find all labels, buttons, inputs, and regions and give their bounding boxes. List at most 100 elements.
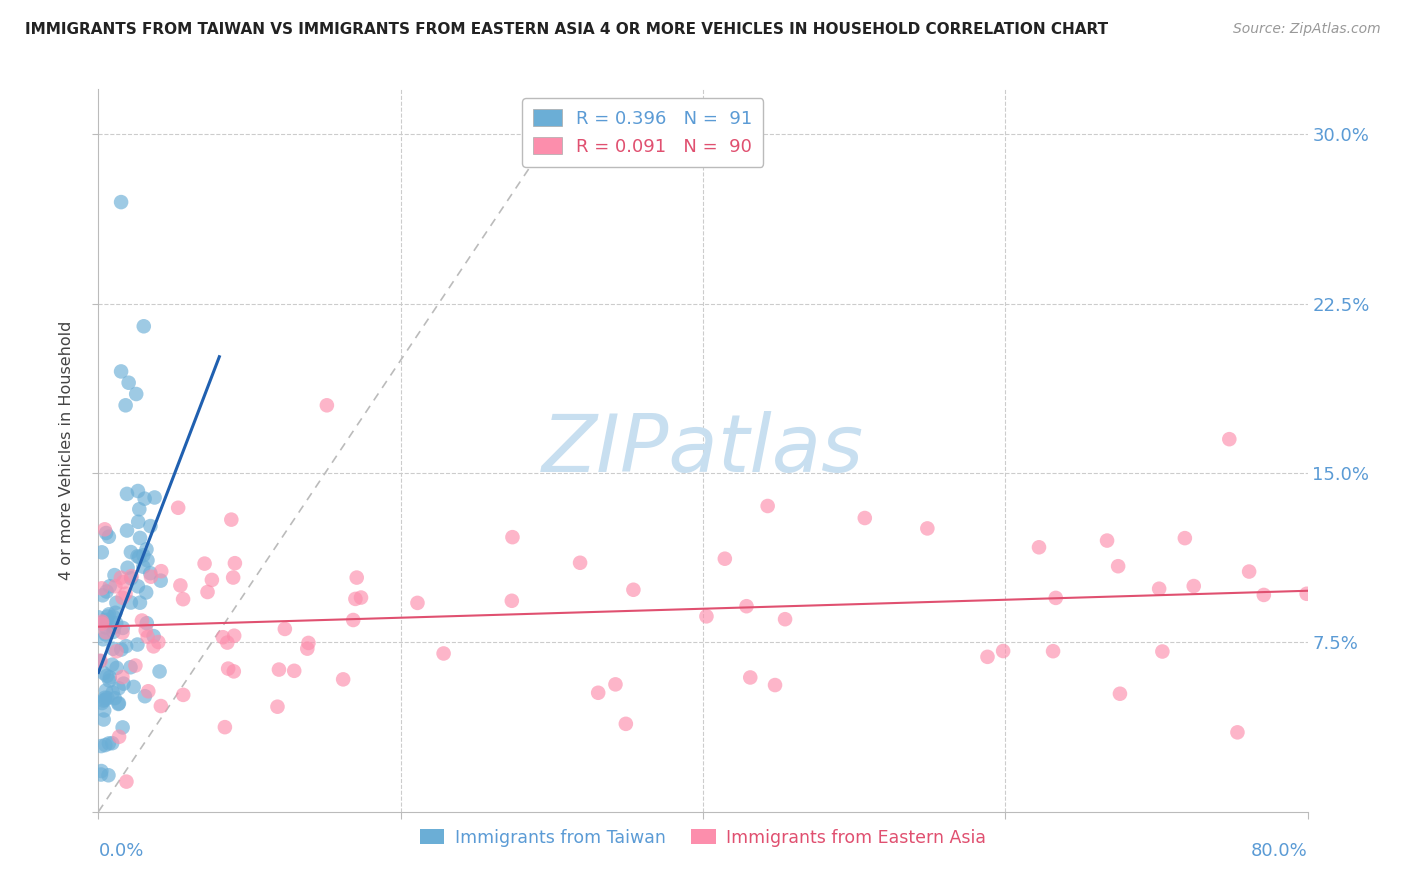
Point <box>214 720 236 734</box>
Point <box>297 641 319 656</box>
Point <box>96 613 118 627</box>
Point <box>222 665 245 679</box>
Point <box>120 571 142 585</box>
Point <box>142 629 165 643</box>
Point <box>142 640 165 654</box>
Point <box>132 549 155 563</box>
Point <box>143 491 166 505</box>
Point <box>129 531 152 545</box>
Point <box>97 607 120 622</box>
Point <box>107 681 129 696</box>
Point <box>267 663 290 677</box>
Point <box>103 568 125 582</box>
Point <box>150 564 173 578</box>
Point <box>197 585 219 599</box>
Point <box>1152 644 1174 658</box>
Point <box>90 545 112 559</box>
Point <box>1147 582 1170 596</box>
Point <box>111 625 134 640</box>
Point <box>274 622 297 636</box>
Point <box>136 630 159 644</box>
Point <box>569 556 592 570</box>
Point <box>221 513 243 527</box>
Point <box>135 542 157 557</box>
Point <box>103 624 125 639</box>
Point <box>105 661 128 675</box>
Point <box>103 609 125 624</box>
Point <box>128 502 150 516</box>
Point <box>1174 531 1197 545</box>
Point <box>112 575 135 590</box>
Point <box>93 666 115 681</box>
Point <box>135 585 157 599</box>
Point <box>96 584 118 599</box>
Point <box>98 673 121 688</box>
Point <box>120 660 142 674</box>
Point <box>148 635 170 649</box>
Point <box>224 629 246 643</box>
Point <box>96 609 118 624</box>
Point <box>127 549 149 564</box>
Point <box>105 596 128 610</box>
Point <box>1042 644 1064 658</box>
Point <box>90 615 112 630</box>
Point <box>501 594 523 608</box>
Point <box>1218 432 1240 446</box>
Point <box>136 553 159 567</box>
Point <box>297 636 319 650</box>
Point <box>127 515 149 529</box>
Point <box>605 677 627 691</box>
Point <box>1045 591 1067 605</box>
Point <box>501 530 523 544</box>
Y-axis label: 4 or more Vehicles in Household: 4 or more Vehicles in Household <box>59 321 75 580</box>
Point <box>1182 579 1205 593</box>
Point <box>695 609 717 624</box>
Point <box>135 624 157 638</box>
Point <box>108 730 131 744</box>
Point <box>94 627 117 641</box>
Point <box>222 570 245 584</box>
Point <box>433 647 456 661</box>
Point <box>111 720 134 734</box>
Point <box>149 699 172 714</box>
Point <box>93 713 115 727</box>
Point <box>90 582 112 596</box>
Point <box>127 483 149 498</box>
Point <box>1253 588 1275 602</box>
Point <box>90 654 112 668</box>
Point <box>1226 725 1249 739</box>
Point <box>97 530 120 544</box>
Point <box>121 569 143 583</box>
Point <box>217 635 239 649</box>
Text: Source: ZipAtlas.com: Source: ZipAtlas.com <box>1233 22 1381 37</box>
Point <box>115 487 138 501</box>
Point <box>621 582 644 597</box>
Point <box>105 644 128 658</box>
Point <box>1028 541 1050 555</box>
Point <box>111 670 134 684</box>
Point <box>94 683 117 698</box>
Point <box>110 642 132 657</box>
Point <box>110 364 132 378</box>
Point <box>108 697 131 711</box>
Point <box>129 596 152 610</box>
Point <box>94 690 117 705</box>
Point <box>134 690 156 704</box>
Point <box>148 665 170 679</box>
Point <box>917 521 939 535</box>
Point <box>91 615 114 629</box>
Point <box>98 670 121 684</box>
Point <box>120 595 142 609</box>
Point <box>217 662 239 676</box>
Point <box>110 571 132 585</box>
Point <box>94 693 117 707</box>
Legend: Immigrants from Taiwan, Immigrants from Eastern Asia: Immigrants from Taiwan, Immigrants from … <box>413 822 993 854</box>
Point <box>139 566 162 581</box>
Point <box>115 524 138 538</box>
Point <box>111 591 134 605</box>
Point <box>128 549 150 564</box>
Point <box>94 625 117 640</box>
Point <box>105 616 128 631</box>
Point <box>586 686 609 700</box>
Point <box>976 649 998 664</box>
